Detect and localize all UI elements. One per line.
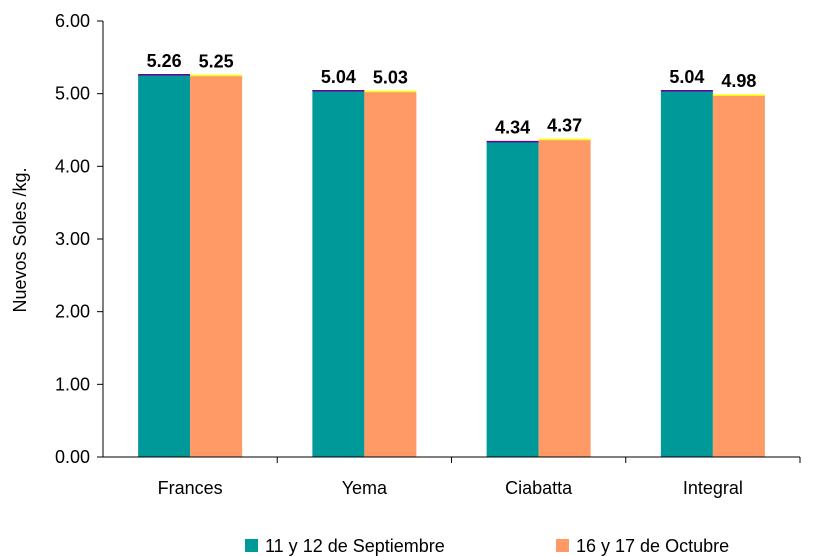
x-category-label: Yema (342, 478, 388, 498)
y-tick-label: 0.00 (55, 447, 90, 467)
legend-swatch (245, 539, 258, 552)
data-label: 5.25 (199, 52, 234, 72)
bar-octubre-frances (190, 75, 243, 457)
y-tick-label: 2.00 (55, 302, 90, 322)
y-axis-ticks: 0.00 1.00 2.00 3.00 4.00 5.00 6.00 (55, 11, 103, 467)
y-axis-title: Nuevos Soles /kg. (10, 167, 30, 312)
bar-octubre-ciabatta (538, 139, 591, 458)
data-label: 4.98 (721, 71, 756, 91)
x-category-label: Frances (158, 478, 223, 498)
legend-swatch (556, 539, 569, 552)
legend-label: 16 y 17 de Octubre (576, 536, 729, 556)
bars (138, 74, 765, 458)
data-label: 5.04 (669, 67, 704, 87)
x-category-label: Ciabatta (505, 478, 573, 498)
data-labels: 5.26 5.25 5.04 5.03 4.34 4.37 5.04 4.98 (147, 51, 757, 138)
data-label: 4.34 (495, 118, 530, 138)
legend-label: 11 y 12 de Septiembre (265, 536, 445, 556)
x-axis-labels: Frances Yema Ciabatta Integral (158, 457, 801, 498)
data-label: 5.03 (373, 67, 408, 87)
data-label: 5.04 (321, 67, 356, 87)
data-label: 5.26 (147, 51, 182, 71)
x-category-label: Integral (683, 478, 743, 498)
bar-septiembre-ciabatta (486, 141, 539, 458)
legend: 11 y 12 de Septiembre 16 y 17 de Octubre (245, 536, 729, 556)
bar-septiembre-yema (312, 90, 365, 457)
bar-octubre-integral (712, 95, 765, 458)
data-label: 4.37 (547, 115, 582, 135)
y-tick-label: 5.00 (55, 84, 90, 104)
y-tick-label: 4.00 (55, 156, 90, 176)
y-tick-label: 1.00 (55, 374, 90, 394)
bar-septiembre-integral (660, 90, 713, 457)
bar-septiembre-frances (138, 74, 191, 458)
y-tick-label: 3.00 (55, 229, 90, 249)
bar-octubre-yema (364, 91, 417, 457)
y-tick-label: 6.00 (55, 11, 90, 31)
